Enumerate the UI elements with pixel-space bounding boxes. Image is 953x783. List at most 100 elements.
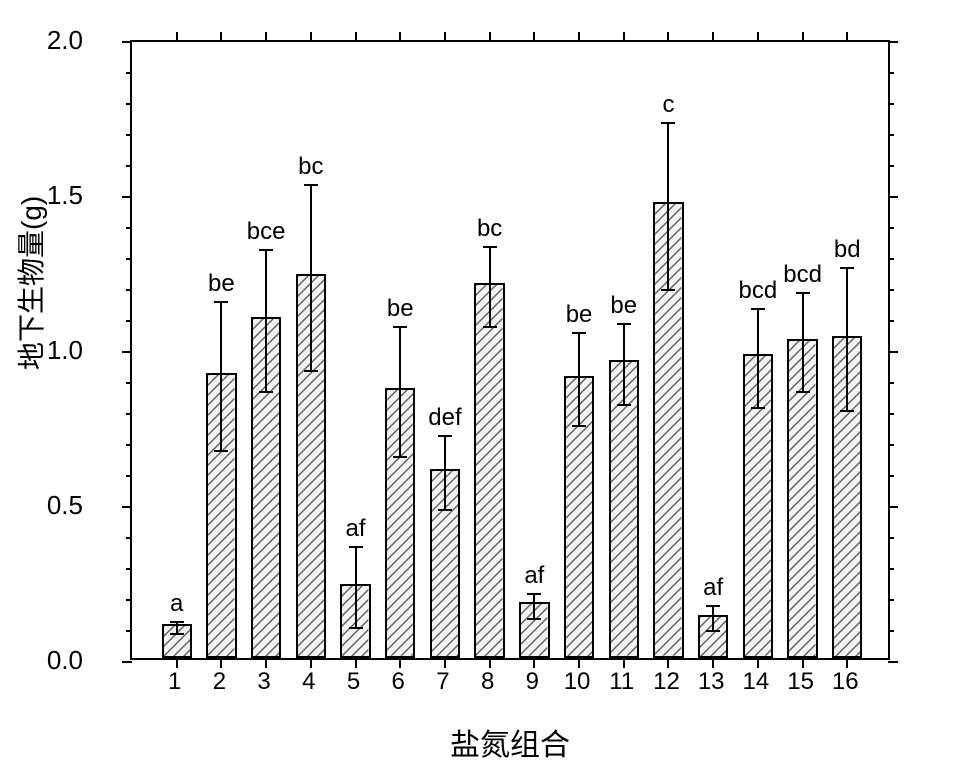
y-tick-minor-right [888, 165, 894, 167]
error-cap-bottom [706, 630, 720, 632]
error-cap-bottom [393, 456, 407, 458]
error-cap-bottom [796, 391, 810, 393]
y-tick-right [888, 351, 898, 353]
y-tick-label: 0.5 [33, 490, 83, 521]
x-tick [489, 658, 491, 668]
x-tick [578, 658, 580, 668]
significance-label: af [346, 515, 366, 543]
error-cap-top [438, 435, 452, 437]
x-tick [712, 658, 714, 668]
y-tick-minor [126, 568, 132, 570]
error-cap-bottom [349, 627, 363, 629]
significance-label: bc [298, 153, 323, 181]
x-tick-label: 11 [609, 668, 634, 696]
x-tick-label: 13 [698, 668, 725, 696]
error-bar [444, 436, 446, 510]
error-cap-top [751, 308, 765, 310]
significance-label: def [428, 404, 461, 432]
y-tick-right [888, 661, 898, 663]
x-tick-label: 12 [653, 668, 680, 696]
significance-label: af [703, 574, 723, 602]
y-tick-minor [126, 413, 132, 415]
x-tick [623, 658, 625, 668]
x-tick-top [757, 32, 759, 42]
plot-area: abebcebcafbedefbcafbebecafbcdbcdbd [130, 40, 890, 660]
y-tick-minor [126, 134, 132, 136]
x-tick-label: 3 [257, 668, 270, 696]
chart-container: 地下生物量(g) 盐氮组合 abebcebcafbedefbcafbebecaf… [20, 20, 933, 763]
y-tick-minor-right [888, 320, 894, 322]
y-tick-minor [126, 630, 132, 632]
x-tick-top [399, 32, 401, 42]
y-tick-minor-right [888, 537, 894, 539]
x-tick-label: 4 [302, 668, 315, 696]
y-tick-minor-right [888, 134, 894, 136]
error-bar [846, 268, 848, 411]
error-cap-bottom [840, 410, 854, 412]
error-bar [399, 327, 401, 457]
error-cap-top [527, 593, 541, 595]
y-tick [122, 196, 132, 198]
y-tick-minor-right [888, 413, 894, 415]
x-tick-top [578, 32, 580, 42]
y-tick-minor-right [888, 227, 894, 229]
x-tick [846, 658, 848, 668]
x-tick-top [265, 32, 267, 42]
y-tick-minor [126, 599, 132, 601]
error-cap-bottom [304, 370, 318, 372]
error-cap-top [483, 246, 497, 248]
x-tick-label: 16 [832, 668, 859, 696]
x-tick-label: 2 [213, 668, 226, 696]
x-tick [265, 658, 267, 668]
x-tick [757, 658, 759, 668]
y-tick-minor-right [888, 599, 894, 601]
y-tick-right [888, 41, 898, 43]
y-tick-minor [126, 382, 132, 384]
y-tick-label: 1.0 [33, 335, 83, 366]
error-cap-bottom [438, 509, 452, 511]
significance-label: bd [834, 236, 861, 264]
significance-label: be [610, 292, 637, 320]
x-tick [176, 658, 178, 668]
y-tick [122, 661, 132, 663]
y-tick-minor-right [888, 444, 894, 446]
x-tick-top [355, 32, 357, 42]
x-tick [533, 658, 535, 668]
error-bar [220, 302, 222, 451]
significance-label: be [208, 270, 235, 298]
y-tick-minor [126, 227, 132, 229]
y-tick-minor [126, 444, 132, 446]
significance-label: bce [247, 218, 286, 246]
y-tick [122, 41, 132, 43]
x-tick-top [802, 32, 804, 42]
error-cap-bottom [572, 425, 586, 427]
x-tick-top [176, 32, 178, 42]
x-tick-top [623, 32, 625, 42]
y-tick-minor-right [888, 103, 894, 105]
x-tick [444, 658, 446, 668]
error-bar [712, 606, 714, 631]
x-tick [220, 658, 222, 668]
x-tick [802, 658, 804, 668]
y-tick [122, 506, 132, 508]
error-bar [489, 247, 491, 328]
significance-label: be [566, 301, 593, 329]
y-tick-minor [126, 537, 132, 539]
x-tick-top [846, 32, 848, 42]
x-axis-label: 盐氮组合 [130, 720, 890, 764]
error-cap-top [661, 122, 675, 124]
error-cap-top [840, 267, 854, 269]
error-bar [310, 185, 312, 371]
error-cap-top [572, 332, 586, 334]
x-tick-top [489, 32, 491, 42]
y-tick-label: 2.0 [33, 25, 83, 56]
y-tick-minor [126, 475, 132, 477]
error-cap-top [170, 621, 184, 623]
error-cap-top [796, 292, 810, 294]
x-tick-label: 10 [564, 668, 591, 696]
x-tick-label: 7 [436, 668, 449, 696]
error-bar [265, 250, 267, 393]
y-tick-minor [126, 289, 132, 291]
x-tick [399, 658, 401, 668]
error-bar [533, 594, 535, 619]
